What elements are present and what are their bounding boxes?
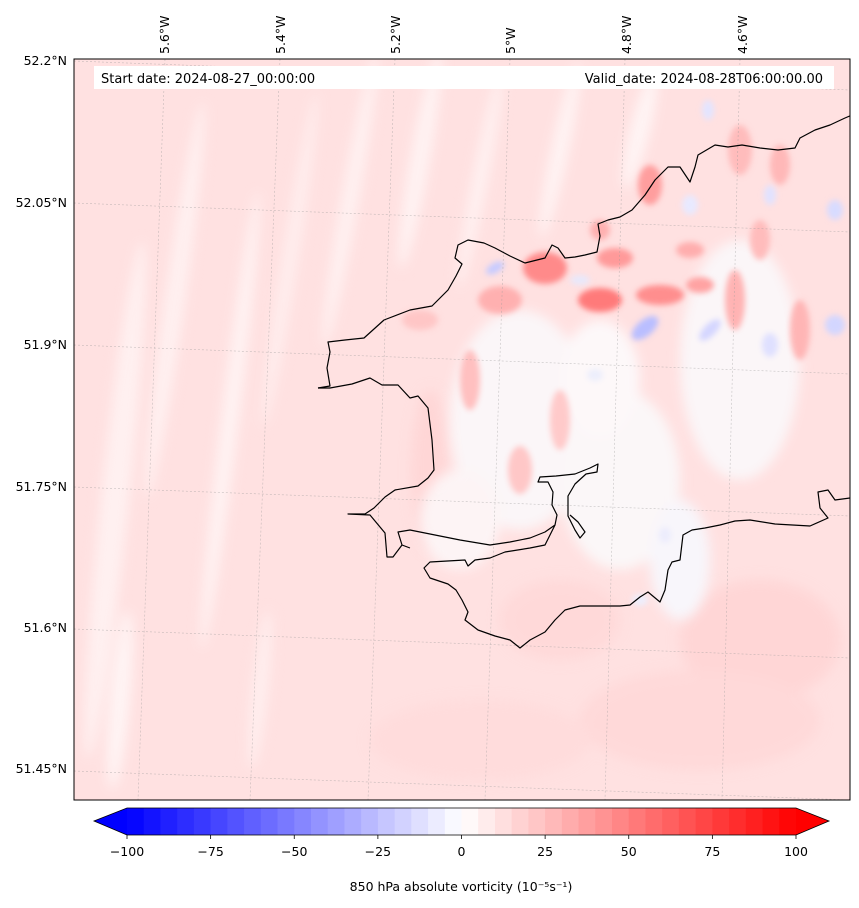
lat-label: 51.6°N <box>24 620 67 635</box>
colorbar-bin <box>127 808 145 835</box>
colorbar-bin <box>695 808 713 835</box>
longitude-labels: 5.6°W 5.4°W 5.2°W 5°W 4.8°W 4.6°W <box>157 16 750 55</box>
valid-date-label: Valid_date: 2024-08-28T06:00:00.00 <box>585 72 823 87</box>
lon-label: 4.6°W <box>735 16 750 55</box>
colorbar-bin <box>762 808 780 835</box>
colorbar-bin <box>678 808 697 835</box>
colorbar-tick-label: −75 <box>197 844 223 859</box>
colorbar-bin <box>210 808 228 835</box>
lat-label: 51.45°N <box>16 761 67 776</box>
pale-streaks <box>84 59 658 790</box>
colorbar-bin <box>662 808 680 835</box>
colorbar-tick-label: 50 <box>621 844 637 859</box>
lon-label: 5.2°W <box>388 16 403 55</box>
colorbar-bin <box>160 808 178 835</box>
colorbar-bins <box>127 808 797 835</box>
colorbar: −100 −75 −50 −25 0 25 50 75 100 850 hPa absolute… <box>92 807 831 894</box>
colorbar-tick-label: −50 <box>281 844 307 859</box>
colorbar-bin <box>227 808 245 835</box>
coastline <box>317 115 850 649</box>
date-box <box>94 66 834 89</box>
colorbar-bin <box>645 808 663 835</box>
colorbar-bin <box>244 808 262 835</box>
colorbar-bin <box>478 808 496 835</box>
vorticity-field <box>74 59 850 800</box>
colorbar-tick-label: 0 <box>458 844 466 859</box>
colorbar-bin <box>310 808 329 835</box>
lat-label: 51.75°N <box>16 479 67 494</box>
colorbar-bin <box>511 808 529 835</box>
colorbar-tick-label: −25 <box>365 844 391 859</box>
colorbar-extend-high <box>796 808 829 835</box>
lat-label: 52.2°N <box>24 53 67 68</box>
colorbar-bin <box>327 808 346 835</box>
colorbar-bin <box>578 808 596 835</box>
colorbar-ticks: −100 −75 −50 −25 0 25 50 75 100 <box>110 835 808 859</box>
red-cells <box>402 125 810 494</box>
colorbar-bin <box>729 808 747 835</box>
colorbar-tick-label: 75 <box>704 844 720 859</box>
colorbar-bin <box>377 808 396 835</box>
colorbar-bin <box>277 808 295 835</box>
colorbar-tick-label: 100 <box>784 844 808 859</box>
colorbar-bin <box>612 808 630 835</box>
colorbar-bin <box>143 808 162 835</box>
start-date-label: Start date: 2024-08-27_00:00:00 <box>101 72 315 87</box>
colorbar-tick-label: −100 <box>110 844 144 859</box>
colorbar-bin <box>394 808 412 835</box>
colorbar-bin <box>712 808 730 835</box>
colorbar-bin <box>361 808 379 835</box>
lat-label: 52.05°N <box>16 195 67 210</box>
blue-cells <box>485 100 845 606</box>
colorbar-bin <box>344 808 362 835</box>
colorbar-bin <box>561 808 580 835</box>
colorbar-label: 850 hPa absolute vorticity (10⁻⁵s⁻¹) <box>350 879 573 894</box>
colorbar-bin <box>428 808 446 835</box>
lon-label: 5.4°W <box>273 16 288 55</box>
colorbar-bin <box>779 808 797 835</box>
colorbar-bin <box>177 808 195 835</box>
colorbar-bin <box>260 808 279 835</box>
colorbar-bin <box>494 808 513 835</box>
colorbar-bin <box>461 808 479 835</box>
lon-label: 5°W <box>503 27 518 54</box>
colorbar-bin <box>628 808 647 835</box>
lon-label: 5.6°W <box>157 16 172 55</box>
colorbar-bin <box>411 808 429 835</box>
latitude-labels: 52.2°N 52.05°N 51.9°N 51.75°N 51.6°N 51.… <box>16 53 67 776</box>
colorbar-bin <box>444 808 463 835</box>
colorbar-bin <box>193 808 212 835</box>
lon-label: 4.8°W <box>619 16 634 55</box>
map-frame <box>73 58 851 801</box>
colorbar-extend-low <box>94 808 127 835</box>
colorbar-tick-label: 25 <box>537 844 553 859</box>
lat-label: 51.9°N <box>24 337 67 352</box>
colorbar-bin <box>528 808 546 835</box>
colorbar-bin <box>294 808 312 835</box>
map-panel: Start date: 2024-08-27_00:00:00 Valid_da… <box>16 16 851 801</box>
colorbar-bin <box>545 808 563 835</box>
colorbar-bin <box>595 808 613 835</box>
colorbar-bin <box>745 808 764 835</box>
